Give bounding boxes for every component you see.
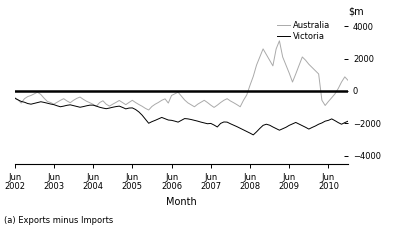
Victoria: [245, 130, 249, 133]
Victoria: [12, 97, 17, 100]
Australia: [205, 101, 210, 104]
Victoria: [110, 106, 115, 109]
Line: Australia: Australia: [15, 21, 368, 110]
Australia: [12, 96, 17, 99]
Australia: [208, 104, 213, 106]
Australia: [365, 93, 370, 96]
Australia: [248, 84, 252, 87]
Victoria: [39, 100, 43, 103]
Australia: [39, 93, 43, 96]
Text: $m: $m: [348, 7, 364, 17]
Victoria: [365, 117, 370, 120]
X-axis label: Month: Month: [166, 197, 197, 207]
Text: (a) Exports minus Imports: (a) Exports minus Imports: [4, 216, 113, 225]
Legend: Australia, Victoria: Australia, Victoria: [278, 21, 331, 41]
Victoria: [251, 133, 256, 136]
Australia: [362, 20, 367, 23]
Victoria: [130, 106, 135, 109]
Victoria: [205, 122, 210, 125]
Australia: [146, 109, 151, 111]
Australia: [130, 99, 135, 102]
Victoria: [202, 122, 206, 124]
Line: Victoria: Victoria: [15, 98, 368, 135]
Australia: [110, 103, 115, 106]
